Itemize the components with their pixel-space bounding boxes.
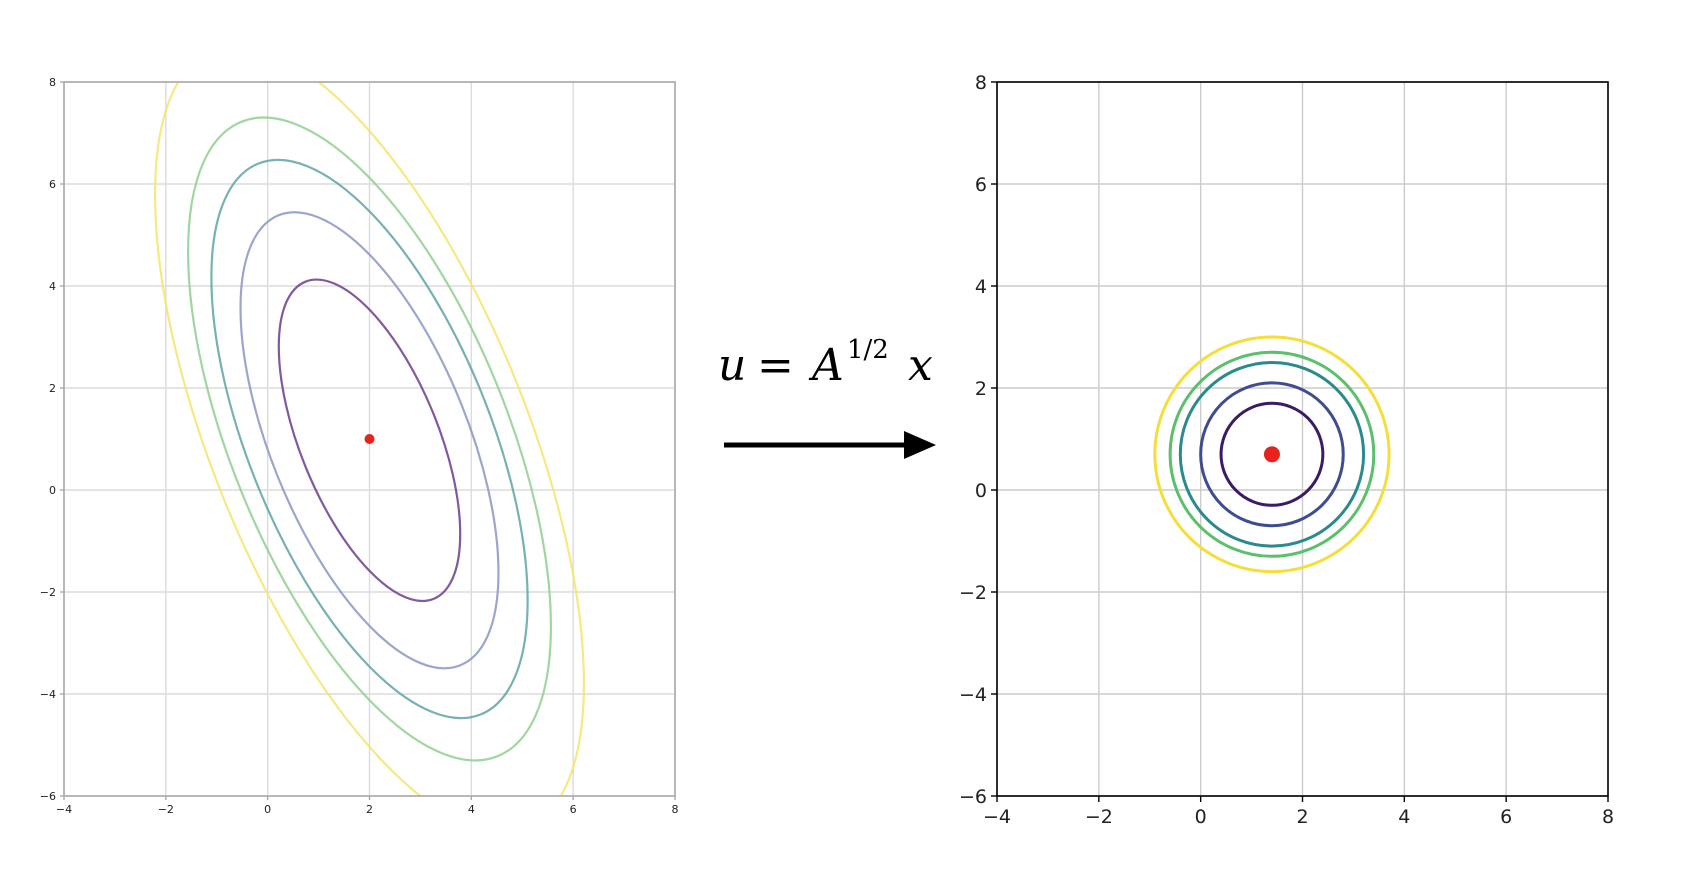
x-tick-label: 4	[468, 803, 475, 816]
y-tick-label: 6	[975, 174, 987, 196]
x-tick-label: 0	[1195, 806, 1207, 828]
equation-lhs: u	[718, 340, 746, 391]
x-tick-label: −2	[158, 803, 174, 816]
contour-line-4	[186, 116, 553, 762]
contour-line-1	[1219, 401, 1325, 507]
equation-exponent: 1/2	[847, 335, 889, 365]
x-tick-label: −2	[1085, 806, 1113, 828]
equation-equals: =	[757, 340, 794, 391]
contour-line-3	[1178, 361, 1366, 548]
y-tick-label: 4	[975, 276, 987, 298]
center-point	[364, 434, 375, 444]
contour-line-5	[1153, 335, 1391, 574]
y-tick-label: −2	[959, 582, 987, 604]
y-tick-label: 4	[49, 280, 56, 293]
y-tick-label: −2	[40, 586, 56, 599]
x-tick-label: 6	[1500, 806, 1512, 828]
x-tick-label: 6	[570, 803, 577, 816]
equation-base: A	[808, 340, 844, 391]
x-tick-label: 2	[366, 803, 373, 816]
y-tick-label: −6	[40, 790, 56, 803]
y-tick-label: 0	[975, 480, 987, 502]
center-point	[1263, 446, 1280, 463]
y-tick-label: 6	[49, 178, 56, 191]
y-tick-label: 8	[975, 72, 987, 94]
x-tick-label: 0	[264, 803, 271, 816]
x-tick-label: 4	[1398, 806, 1410, 828]
x-tick-label: −4	[56, 803, 72, 816]
x-tick-label: 2	[1296, 806, 1308, 828]
y-tick-label: 8	[49, 76, 56, 89]
y-tick-label: −4	[40, 688, 56, 701]
right-arrow-icon	[724, 431, 936, 459]
y-tick-label: −6	[959, 786, 987, 808]
y-tick-label: −4	[959, 684, 987, 706]
x-tick-label: 8	[1602, 806, 1614, 828]
y-tick-label: 2	[49, 382, 56, 395]
x-tick-label: −4	[983, 806, 1011, 828]
x-tick-label: 8	[672, 803, 679, 816]
contour-line-1	[277, 278, 462, 603]
transform-equation: u = A 1/2 x	[718, 335, 933, 391]
y-tick-label: 2	[975, 378, 987, 400]
contour-line-5	[153, 82, 586, 796]
contour-line-4	[1168, 350, 1376, 558]
equation-rhs: x	[908, 340, 933, 391]
y-tick-label: 0	[49, 484, 56, 497]
contour-line-2	[1199, 381, 1345, 528]
contour-line-2	[239, 211, 500, 670]
contour-line-3	[210, 158, 529, 720]
